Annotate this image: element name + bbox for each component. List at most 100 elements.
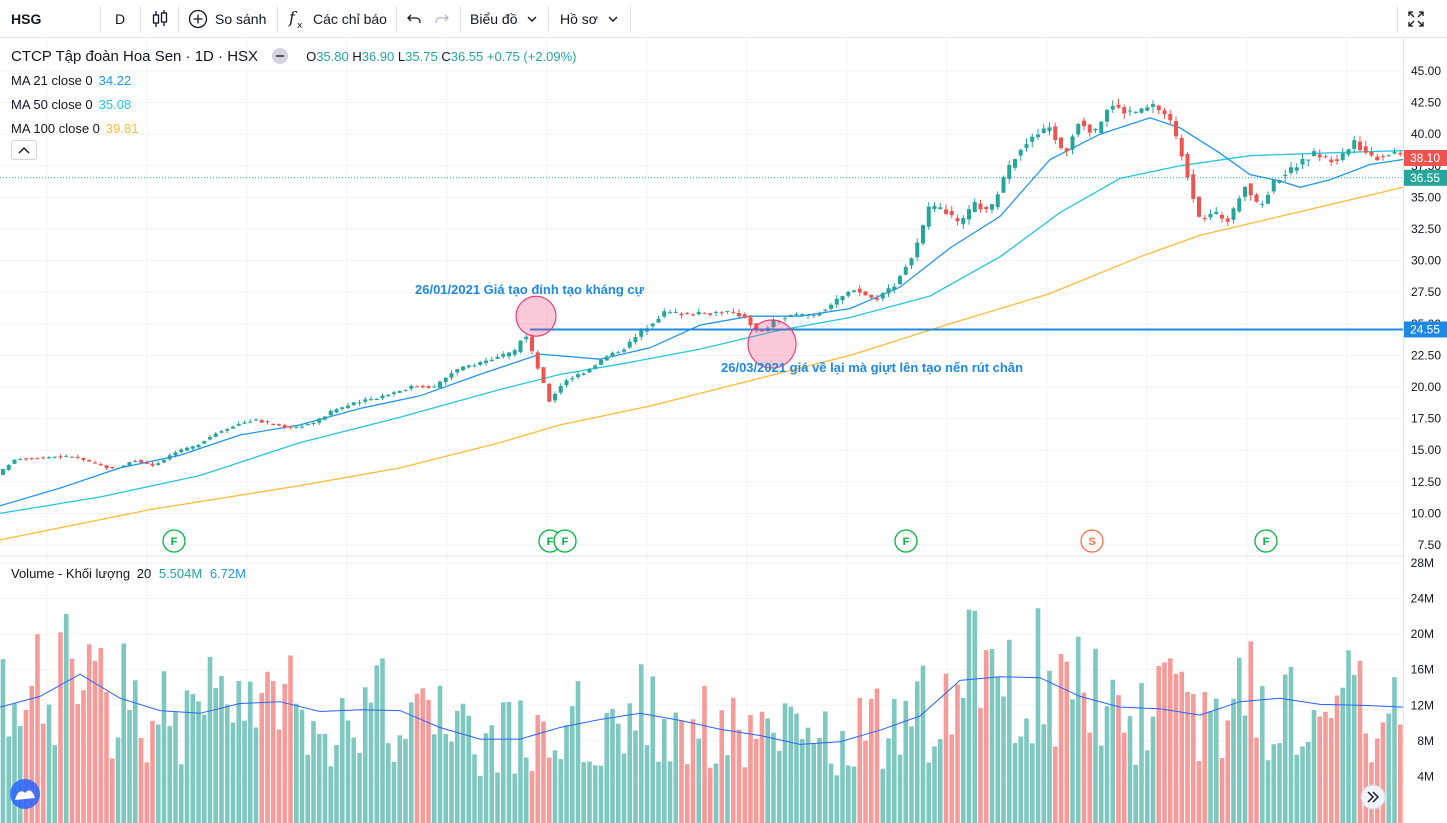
volume-bar — [1035, 608, 1041, 823]
volume-bar — [863, 740, 868, 823]
candle — [1352, 135, 1357, 154]
volume-bar — [69, 658, 75, 823]
candle — [610, 351, 615, 358]
volume-bar — [75, 703, 81, 823]
candle — [633, 333, 638, 345]
interval-button[interactable]: D — [115, 0, 125, 38]
volume-bar — [1242, 715, 1248, 823]
annotation-circle-retest[interactable] — [747, 319, 797, 369]
candle — [254, 418, 258, 421]
event-marker[interactable]: F — [553, 529, 577, 553]
function-icon: f x — [288, 9, 303, 29]
candle — [127, 461, 132, 466]
volume-axis[interactable]: 28M 24M 20M 16M 12M 8M 4M — [1411, 556, 1434, 783]
indicators-button[interactable]: f x Các chỉ báo — [288, 0, 387, 38]
candle — [104, 465, 109, 471]
volume-bar — [1363, 733, 1369, 823]
candle — [599, 359, 603, 366]
candle — [12, 458, 17, 465]
volume-bar — [368, 702, 374, 823]
candle — [420, 384, 425, 389]
candle — [248, 419, 253, 423]
volume-ma-value: 6.72M — [209, 566, 246, 581]
volume-bar — [1173, 673, 1179, 823]
volume-bar — [857, 697, 863, 823]
volume-bar — [437, 685, 443, 823]
event-marker[interactable]: F — [894, 529, 918, 553]
volume-bar — [707, 767, 713, 823]
volume-bar — [104, 691, 109, 823]
candle — [472, 363, 477, 368]
candle — [1076, 122, 1081, 138]
volume-bar — [334, 744, 339, 823]
volume-bar — [776, 750, 782, 823]
candle — [1179, 134, 1184, 161]
candle — [593, 364, 598, 370]
candle — [139, 458, 143, 464]
candle — [984, 205, 989, 214]
profile-menu-button[interactable]: Hồ sơ — [560, 0, 620, 38]
candle — [351, 402, 356, 406]
volume-bar — [506, 701, 512, 823]
candle — [1145, 104, 1150, 112]
candle — [1381, 154, 1385, 161]
candle — [156, 461, 161, 466]
candle — [346, 402, 350, 410]
event-marker[interactable]: F — [1254, 529, 1278, 553]
volume-bar — [644, 745, 650, 823]
annotation-text-retest[interactable]: 26/03/2021 giá về lại mà giựt lên tạo nế… — [721, 360, 1023, 375]
svg-text:24.55: 24.55 — [1410, 322, 1440, 336]
candle — [1375, 153, 1380, 162]
price-axis[interactable]: 45.0042.5040.0037.5035.0032.5030.0027.50… — [1411, 64, 1441, 552]
open-key: O — [306, 48, 317, 64]
toolbar-separator — [460, 6, 461, 32]
price-tick-label: 15.00 — [1411, 443, 1441, 457]
annotation-circle-peak[interactable] — [515, 295, 557, 337]
volume-bar — [58, 632, 63, 823]
annotation-text-peak[interactable]: 26/01/2021 Giá tạo đỉnh tạo kháng cự — [415, 282, 645, 297]
volume-bar — [52, 745, 58, 823]
candle — [150, 461, 155, 467]
volume-legend[interactable]: Volume - Khối lượng 20 5.504M 6.72M — [11, 566, 246, 581]
volume-bar — [782, 703, 788, 823]
candle — [1398, 150, 1403, 157]
volume-bar — [426, 700, 431, 823]
volume-bar — [173, 712, 178, 823]
scroll-right-button[interactable] — [1360, 784, 1386, 810]
fullscreen-button[interactable] — [1407, 0, 1425, 38]
legend-ma50-row[interactable]: MA 50 close 0 35.08 — [11, 92, 577, 116]
candle — [380, 393, 385, 401]
legend-ma21-row[interactable]: MA 21 close 0 34.22 — [11, 68, 577, 92]
chart-style-button[interactable] — [151, 0, 169, 38]
chart-menu-button[interactable]: Biểu đồ — [470, 0, 539, 38]
volume-bar — [495, 772, 500, 823]
candle — [714, 310, 718, 317]
tradingview-logo[interactable] — [10, 779, 40, 809]
symbol-label: HSG — [11, 11, 42, 27]
volume-bar — [316, 734, 322, 823]
candle — [921, 224, 925, 246]
instrument-title[interactable]: CTCP Tập đoàn Hoa Sen · 1D · HSX — [11, 47, 259, 65]
event-marker[interactable]: S — [1080, 529, 1104, 553]
event-marker[interactable]: F — [162, 529, 186, 553]
volume-bar — [897, 754, 903, 823]
candle — [915, 238, 920, 262]
undo-button[interactable] — [406, 0, 422, 38]
volume-bar — [1328, 718, 1334, 823]
volume-bar — [144, 762, 150, 823]
volume-ma-line — [0, 673, 1404, 745]
undo-icon — [407, 14, 421, 23]
plus-circle-icon — [188, 9, 208, 29]
redo-button[interactable] — [434, 0, 450, 38]
low-key: L — [397, 48, 406, 64]
hide-legend-button[interactable] — [272, 48, 289, 64]
candle — [179, 447, 184, 454]
volume-bar — [397, 735, 403, 823]
legend-ma100-row[interactable]: MA 100 close 0 39.81 — [11, 116, 577, 140]
collapse-legend-button[interactable] — [11, 140, 37, 160]
symbol-search-button[interactable]: HSG — [11, 0, 41, 38]
volume-bar — [35, 634, 40, 823]
compare-button[interactable]: So sánh — [188, 0, 266, 38]
